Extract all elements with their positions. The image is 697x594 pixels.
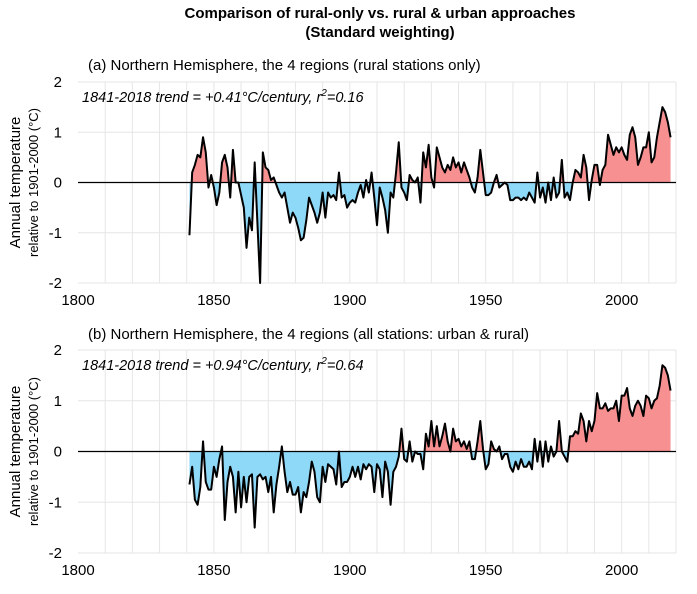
- trend-superscript: 2: [320, 88, 327, 99]
- x-tick-label: 2000: [605, 292, 638, 309]
- y-tick-label: -1: [49, 225, 62, 242]
- x-tick-label: 1800: [61, 292, 94, 309]
- chart-title: Comparison of rural-only vs. rural & urb…: [185, 5, 576, 22]
- trend-annotation: 1841-2018 trend = +0.41°C/century, r2=0.…: [82, 88, 364, 106]
- temperature-series-line: [188, 364, 672, 529]
- y-tick-label: -2: [49, 275, 62, 292]
- y-axis-label-line1: Annual temperature: [7, 386, 24, 518]
- y-tick-label: -1: [49, 494, 62, 511]
- x-tick-label: 1950: [469, 562, 502, 579]
- x-tick-label: 1800: [61, 562, 94, 579]
- y-tick-label: 0: [54, 175, 62, 192]
- y-tick-label: 1: [54, 124, 62, 141]
- trend-r2: =0.64: [327, 358, 364, 374]
- y-tick-label: 0: [54, 444, 62, 461]
- y-tick-label: 2: [54, 74, 62, 91]
- x-tick-label: 1900: [333, 292, 366, 309]
- x-tick-label: 1950: [469, 292, 502, 309]
- temperature-series-line: [188, 106, 672, 284]
- trend-superscript: 2: [320, 356, 327, 367]
- y-axis-label-line2: relative to 1901-2000 (°C): [26, 377, 41, 526]
- trend-text: 1841-2018 trend = +0.94°C/century, r: [82, 358, 322, 374]
- x-tick-label: 1850: [197, 562, 230, 579]
- positive-anomaly-area: [189, 365, 671, 452]
- chart-subtitle: (Standard weighting): [305, 24, 454, 41]
- x-tick-label: 2000: [605, 562, 638, 579]
- y-axis-label-line2: relative to 1901-2000 (°C): [26, 108, 41, 257]
- trend-annotation: 1841-2018 trend = +0.94°C/century, r2=0.…: [82, 356, 364, 374]
- y-tick-label: 2: [54, 342, 62, 359]
- panel-b: 1800 1850 1900 1950 2000 2 1 0 -1 -2 (b) Northern …: [7, 326, 677, 579]
- trend-text: 1841-2018 trend = +0.41°C/century, r: [82, 90, 322, 106]
- trend-r2: =0.16: [327, 90, 365, 106]
- panel-a: 1800 1850 1900 1950 2000 2 1 0 -1 -2 (a) Northern …: [7, 57, 677, 309]
- y-axis-label-line1: Annual temperature: [7, 117, 24, 249]
- x-tick-label: 1850: [197, 292, 230, 309]
- panel-title: (a) Northern Hemisphere, the 4 regions (…: [88, 57, 481, 74]
- y-tick-label: -2: [49, 545, 62, 562]
- panel-title: (b) Northern Hemisphere, the 4 regions (…: [88, 326, 529, 343]
- x-tick-label: 1900: [333, 562, 366, 579]
- y-tick-label: 1: [54, 393, 62, 410]
